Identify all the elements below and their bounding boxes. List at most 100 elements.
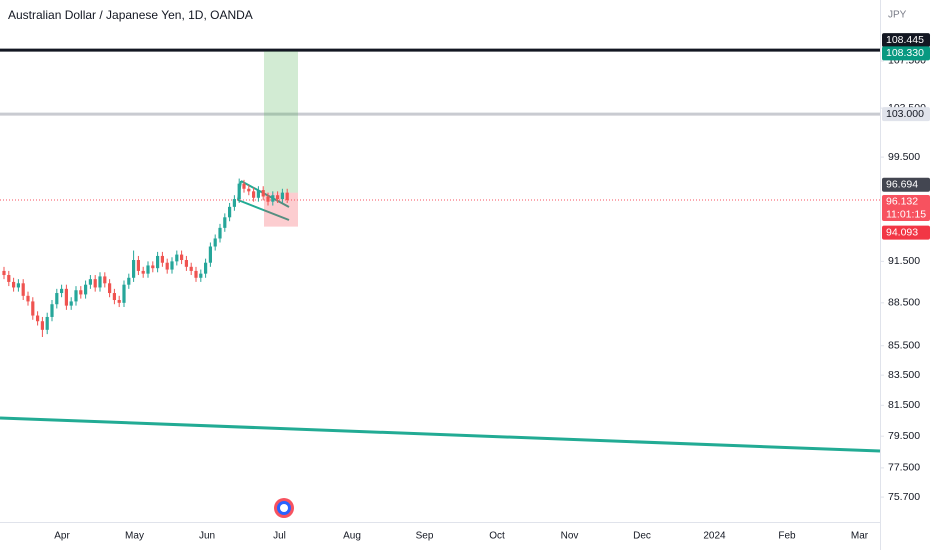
candle-body [112,293,116,301]
candle-body [165,262,169,270]
price-tag-label: 94.093 [886,226,918,238]
candle-body [141,270,145,274]
candle-body [127,277,131,285]
y-tick-label: 91.500 [888,255,920,267]
candle-body [64,288,68,306]
events-icon[interactable] [274,498,294,518]
chart-title: Australian Dollar / Japanese Yen, 1D, OA… [8,8,253,22]
y-tick-label: 85.500 [888,339,920,351]
y-tick-label: 83.500 [888,369,920,381]
price-tag-label: 96.132 [886,196,918,208]
x-tick-label: 2024 [703,531,726,542]
candle-body [40,321,44,330]
price-tag [882,33,930,48]
candle-body [271,195,275,202]
candle-body [88,279,92,285]
y-tick-label: 75.700 [888,491,920,503]
y-tick-label: 81.500 [888,399,920,411]
candle-body [45,316,49,330]
candle-body [69,301,73,306]
y-tick-label: 99.500 [888,151,920,163]
candle-body [280,192,284,200]
candle-body [26,295,30,302]
candle-body [199,273,203,278]
candle-body [7,275,11,282]
candle-body [242,183,246,189]
candle-body [175,254,179,262]
candle-body [98,276,102,288]
price-tag-label: 103.000 [886,108,924,120]
price-tag-label: 96.694 [886,178,918,190]
candle-body [132,260,136,278]
price-tag [882,225,930,240]
x-tick-label: Mar [851,531,869,542]
candle-body [194,270,198,278]
candle-body [21,283,25,296]
candle-body [218,227,222,239]
candle-body [84,284,88,295]
candle-body [237,183,241,200]
candle-body [74,290,78,302]
price-tag-label: 108.330 [886,47,924,59]
x-tick-label: Feb [778,531,796,542]
x-tick-label: Apr [54,531,70,542]
profit-zone [264,51,298,193]
candle-body [204,262,208,274]
candle-body [180,254,184,261]
x-tick-label: Oct [489,531,505,542]
y-tick-label: 88.500 [888,297,920,309]
candle-body [93,279,97,288]
trend-line [0,416,881,453]
price-tag [882,107,930,122]
candle-body [276,195,280,200]
candle-body [160,255,164,263]
currency-label: JPY [888,10,907,21]
candle-body [156,255,160,269]
candle-body [261,190,265,197]
x-tick-label: Aug [343,531,361,542]
y-tick-label: 77.500 [888,462,920,474]
y-tick-label: 79.500 [888,430,920,442]
price-tag [882,194,930,221]
x-tick-label: Jun [199,531,215,542]
countdown: 11:01:15 [886,209,926,221]
candle-body [208,246,212,263]
candle-body [189,266,193,271]
candle-body [136,260,140,271]
candle-body [228,206,232,218]
candle-body [232,199,236,207]
x-tick-label: Jul [273,531,286,542]
candle-body [146,265,150,274]
candle-body [256,190,260,198]
candle-body [122,284,126,303]
price-tag-label: 108.445 [886,34,924,46]
candle-body [223,217,227,228]
candle-body [50,304,54,317]
candle-body [36,315,40,322]
candle-body [285,192,289,200]
candle-body [31,301,35,316]
x-tick-label: Nov [561,531,579,542]
candle-body [108,283,112,294]
candle-body [60,288,64,294]
candle-body [170,261,174,270]
candle-body [266,196,270,202]
flag-lower [237,199,290,221]
price-tag [882,46,930,61]
candle-body [151,265,155,269]
candle-body [184,260,188,267]
candle-body [12,281,16,288]
candle-body [103,276,107,284]
price-tag [882,177,930,192]
candle-body [213,238,217,247]
x-tick-label: Dec [633,531,651,542]
candle-body [79,290,83,295]
candle-body [247,188,251,192]
candle-body [16,283,20,288]
x-tick-label: May [125,531,144,542]
candle-body [117,300,121,303]
candle-body [55,293,59,305]
candle-body [2,270,6,276]
